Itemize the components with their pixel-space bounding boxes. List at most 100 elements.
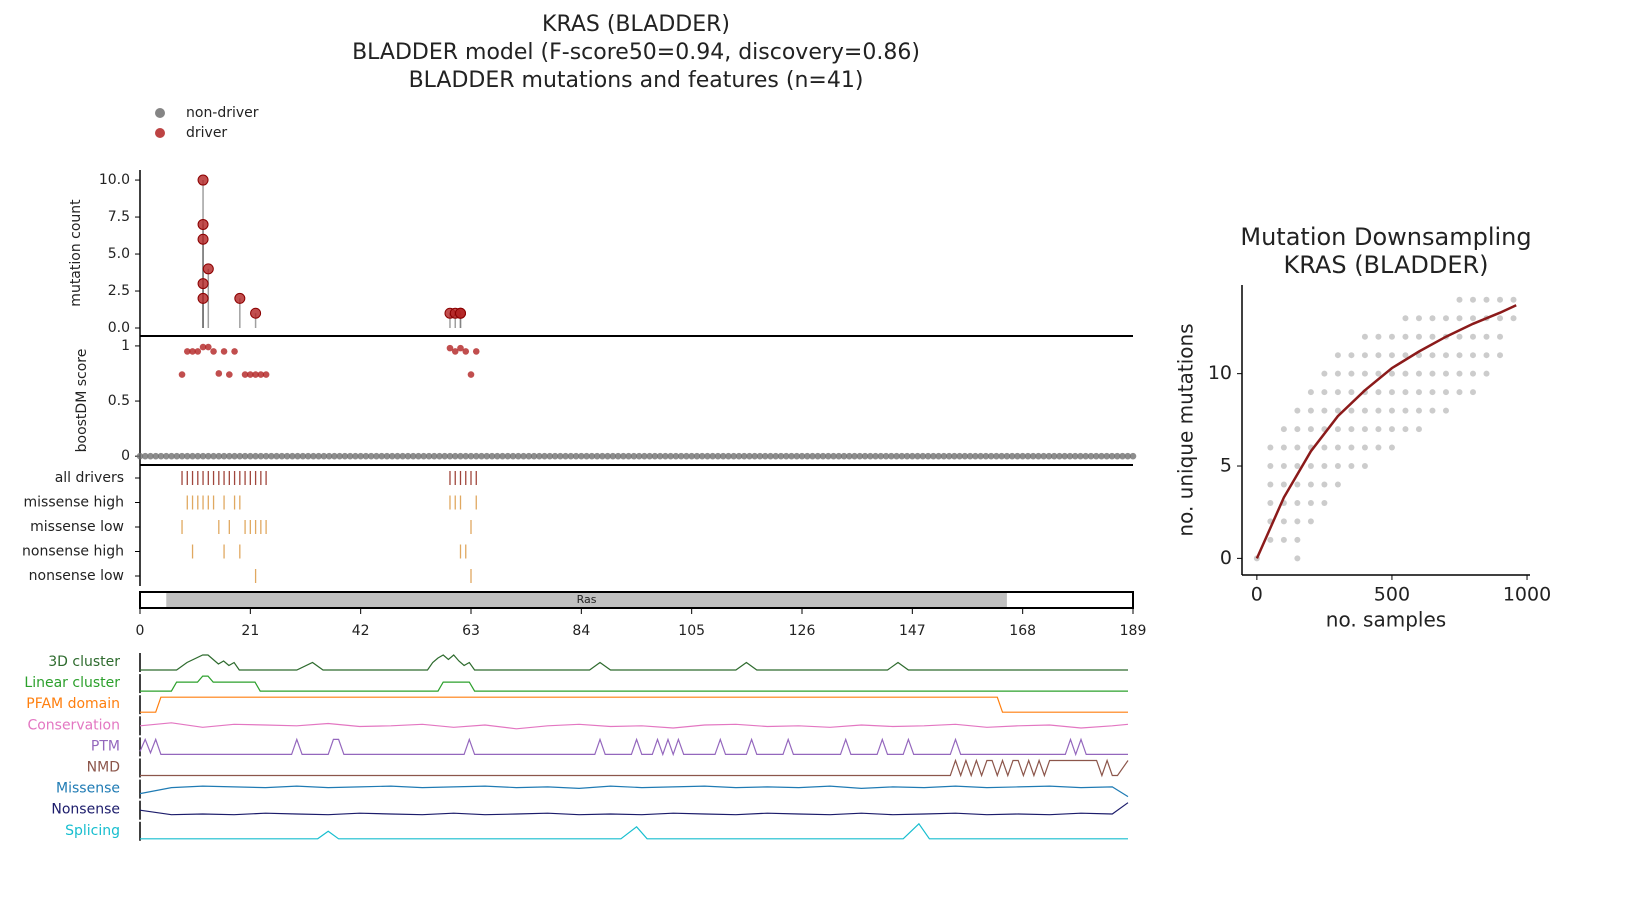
point [1294,481,1301,488]
point [509,452,517,460]
mutation-point [250,307,262,319]
point [1307,389,1314,396]
point [525,452,533,460]
point [467,371,475,378]
point [1375,333,1382,340]
point [341,452,349,460]
feature-label: Missense [56,781,120,797]
y-axis-label: boostDM score [74,349,90,453]
point [672,452,680,460]
point [1429,407,1436,414]
point [1024,452,1032,460]
point [1388,444,1395,451]
point [415,452,422,460]
feature-line [139,785,1129,798]
point [1456,315,1463,322]
point [1280,481,1287,488]
track-label: missense low [30,519,124,535]
point [1108,452,1116,460]
point [761,452,769,460]
point [551,452,559,460]
point [1019,452,1026,460]
point [1267,444,1274,451]
point [252,371,259,378]
point [877,452,885,460]
mutation-point [197,218,209,230]
point [1321,389,1328,396]
y-tick-label: 5 [1220,455,1232,477]
point [1307,407,1314,414]
point [199,343,207,351]
point [851,452,858,460]
point [441,452,449,460]
point [183,452,191,460]
point [1510,296,1517,303]
point [1334,444,1341,451]
point [1124,452,1132,460]
point [278,452,286,460]
point [620,452,627,460]
feature-line [139,722,1129,730]
chart-title: KRAS (BLADDER) [542,12,730,37]
point [819,452,827,460]
x-tick-label: 0 [1251,584,1263,606]
y-tick-label: 0 [121,448,130,464]
point [504,452,512,460]
point [1082,452,1090,460]
point [1348,389,1355,396]
point [352,452,359,460]
point [614,452,622,460]
y-tick-label: 1 [121,338,130,354]
point [1483,370,1490,377]
point [1388,426,1395,433]
point [1497,315,1504,322]
point [446,452,454,460]
point [220,348,228,355]
point [236,452,244,460]
point [1388,333,1395,340]
point [1402,352,1409,359]
point [993,452,1000,460]
point [1415,333,1422,340]
point [147,452,154,460]
chart-title: Mutation Downsampling [1240,223,1531,251]
point [446,344,454,352]
point [210,452,217,460]
point [882,452,890,460]
point [746,452,753,460]
point [1361,370,1368,377]
point [1375,444,1382,451]
point [1375,370,1382,377]
point [835,452,843,460]
point [709,452,716,460]
point [1469,296,1476,303]
point [651,452,659,460]
point [714,452,722,460]
point [756,452,764,460]
point [1442,352,1449,359]
point [919,452,927,460]
point [367,452,375,460]
point [1321,444,1328,451]
point [1280,518,1287,525]
point [409,452,417,460]
point [157,452,165,460]
point [698,452,706,460]
point [1294,463,1301,470]
point [588,452,596,460]
point [136,452,144,460]
point [1456,389,1463,396]
x-axis-label: no. samples [1326,608,1446,632]
point [788,452,795,460]
point [630,452,638,460]
point [178,371,186,378]
point [1469,389,1476,396]
point [220,452,228,460]
point [740,452,748,460]
point [977,452,984,460]
x-tick-label: 189 [1120,623,1147,639]
point [1388,352,1395,359]
point [462,452,470,460]
point [472,348,480,355]
